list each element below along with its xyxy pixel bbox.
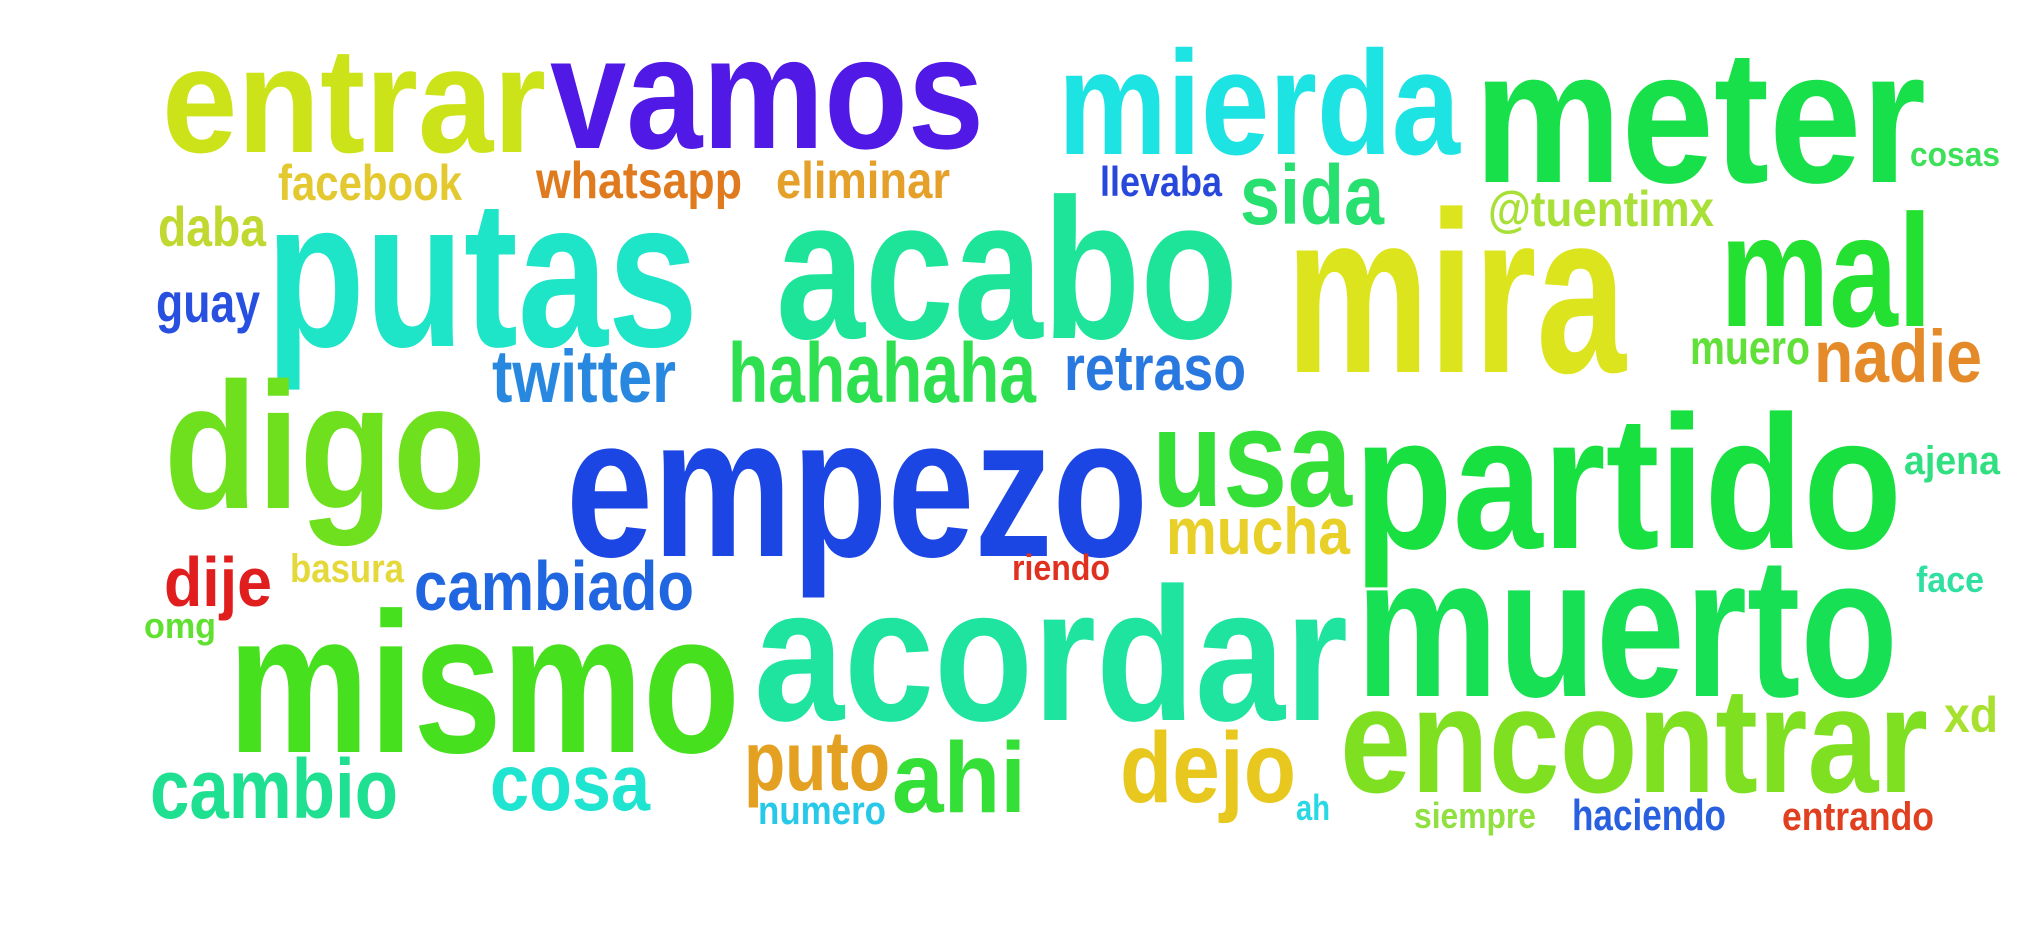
word-acabo: acabo bbox=[776, 158, 1238, 381]
word-mismo: mismo bbox=[228, 572, 740, 795]
word-nadie: nadie bbox=[1814, 315, 1982, 398]
word-sida: sida bbox=[1240, 148, 1385, 242]
word-usa: usa bbox=[1152, 379, 1353, 536]
word-basura: basura bbox=[290, 547, 405, 591]
word-muerto: muerto bbox=[1356, 516, 1898, 739]
word-ahi: ahi bbox=[892, 722, 1026, 834]
word-empezo: empezo bbox=[566, 376, 1148, 599]
word-mira: mira bbox=[1286, 164, 1627, 421]
word-tuentimx: @tuentimx bbox=[1488, 181, 1714, 237]
word-mal: mal bbox=[1720, 181, 1932, 360]
word-mierda: mierda bbox=[1058, 21, 1461, 186]
word-daba: daba bbox=[158, 195, 267, 258]
word-digo: digo bbox=[164, 346, 486, 547]
word-whatsapp: whatsapp bbox=[535, 152, 742, 210]
word-encontrar: encontrar bbox=[1340, 656, 1928, 824]
word-guay: guay bbox=[156, 271, 260, 334]
word-entrar: entrar bbox=[162, 16, 546, 184]
word-cambio: cambio bbox=[150, 742, 398, 836]
word-putas: putas bbox=[266, 156, 698, 391]
word-puto: puto bbox=[744, 714, 890, 808]
word-muero: muero bbox=[1690, 322, 1810, 375]
word-retraso: retraso bbox=[1064, 332, 1246, 404]
word-xd: xd bbox=[1944, 687, 1998, 743]
word-partido: partido bbox=[1354, 377, 1902, 589]
word-acordar: acordar bbox=[754, 549, 1348, 761]
word-eliminar: eliminar bbox=[776, 152, 950, 210]
word-facebook: facebook bbox=[278, 155, 462, 211]
word-ajena: ajena bbox=[1904, 439, 2001, 483]
word-face: face bbox=[1916, 559, 1984, 600]
word-haciendo: haciendo bbox=[1572, 791, 1726, 840]
word-cosa: cosa bbox=[490, 738, 650, 827]
word-entrando: entrando bbox=[1782, 795, 1934, 839]
word-vamos: vamos bbox=[550, 3, 984, 182]
word-mucha: mucha bbox=[1166, 494, 1351, 568]
word-hahahaha: hahahaha bbox=[728, 326, 1037, 420]
word-meter: meter bbox=[1474, 11, 1926, 223]
word-twitter: twitter bbox=[492, 335, 676, 418]
word-cambiado: cambiado bbox=[414, 547, 694, 625]
word-siempre: siempre bbox=[1414, 795, 1536, 836]
word-omg: omg bbox=[144, 605, 216, 646]
word-dejo: dejo bbox=[1120, 712, 1296, 824]
word-riendo: riendo bbox=[1012, 547, 1110, 588]
word-dije: dije bbox=[164, 543, 272, 621]
word-llevaba: llevaba bbox=[1100, 158, 1223, 205]
word-numero: numero bbox=[758, 789, 886, 833]
word-cosas: cosas bbox=[1910, 136, 2000, 174]
word-ah: ah bbox=[1296, 787, 1330, 828]
